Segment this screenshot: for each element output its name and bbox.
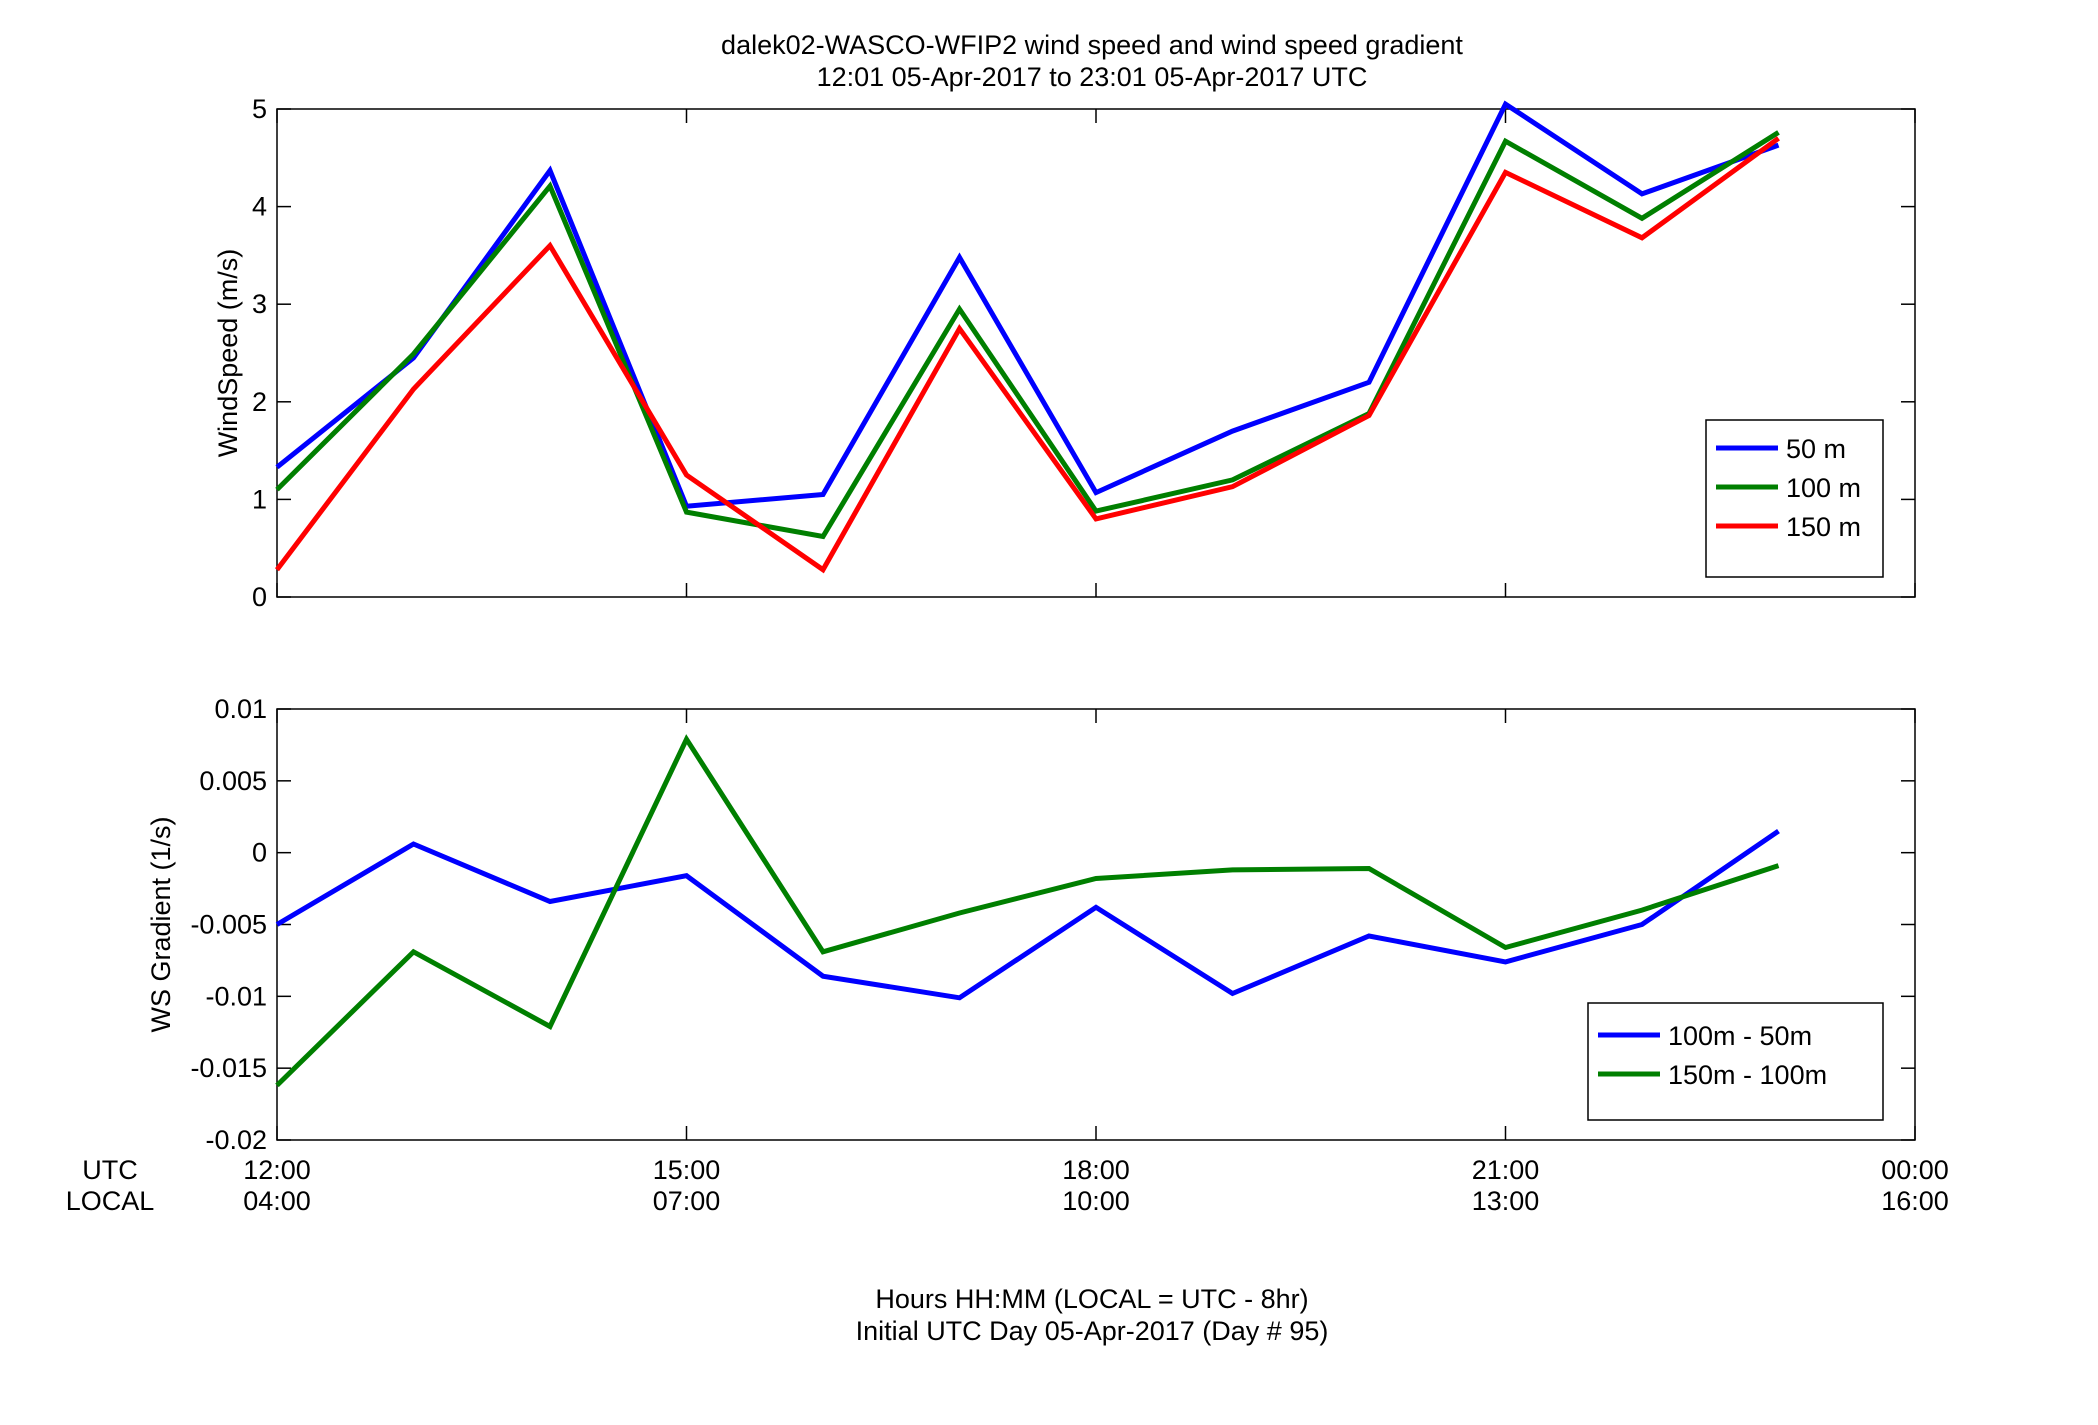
y-tick-label: 0.01 — [214, 694, 267, 724]
y-tick-label: -0.02 — [205, 1125, 267, 1155]
x-tick-label-local: 04:00 — [243, 1186, 311, 1216]
y-tick-label: 0 — [252, 838, 267, 868]
x-axis-label-line2: Initial UTC Day 05-Apr-2017 (Day # 95) — [856, 1316, 1329, 1346]
y-tick-label: 4 — [252, 192, 267, 222]
y-axis-label: WS Gradient (1/s) — [146, 816, 176, 1032]
y-tick-label: 5 — [252, 94, 267, 124]
legend-label: 150 m — [1786, 512, 1861, 542]
x-tick-label-local: 07:00 — [653, 1186, 721, 1216]
x-tick-label-utc: 15:00 — [653, 1155, 721, 1185]
y-tick-label: -0.005 — [190, 910, 267, 940]
y-axis-label: WindSpeed (m/s) — [213, 249, 243, 458]
y-tick-label: 2 — [252, 387, 267, 417]
legend: 100m - 50m 150m - 100m — [1587, 1002, 1884, 1121]
legend-box — [1587, 1002, 1884, 1121]
x-tick-label-utc: 18:00 — [1062, 1155, 1130, 1185]
y-tick-label: 3 — [252, 289, 267, 319]
figure-title-line2: 12:01 05-Apr-2017 to 23:01 05-Apr-2017 U… — [817, 62, 1368, 92]
x-axis-label-line1: Hours HH:MM (LOCAL = UTC - 8hr) — [875, 1284, 1308, 1314]
series-line-2 — [275, 734, 1780, 1088]
x-tick-label-local: 16:00 — [1881, 1186, 1949, 1216]
x-tick-label-local: 10:00 — [1062, 1186, 1130, 1216]
y-tick-label: 0 — [252, 582, 267, 612]
y-tick-label: -0.015 — [190, 1053, 267, 1083]
y-tick-label: -0.01 — [205, 981, 267, 1011]
legend: 50 m 100 m 150 m — [1705, 419, 1884, 578]
windspeed-panel: 0 1 2 3 4 5 WindSpeed (m/s) 50 m 100 m 150 m — [213, 94, 1916, 612]
legend-label: 100m - 50m — [1668, 1021, 1812, 1051]
gradient-panel: -0.02 -0.015 -0.01 -0.005 0 0.005 0.01 WS Gradi… — [146, 694, 1949, 1216]
legend-label: 150m - 100m — [1668, 1060, 1827, 1090]
legend-label: 100 m — [1786, 473, 1861, 503]
y-tick-label: 0.005 — [199, 766, 267, 796]
series-line-1 — [275, 829, 1780, 1001]
utc-row-label: UTC — [82, 1155, 138, 1185]
figure-title-line1: dalek02-WASCO-WFIP2 wind speed and wind … — [721, 30, 1463, 60]
series-line-2 — [275, 130, 1780, 540]
x-tick-label-local: 13:00 — [1472, 1186, 1540, 1216]
y-tick-label: 1 — [252, 484, 267, 514]
x-tick-label-utc: 21:00 — [1472, 1155, 1540, 1185]
x-tick-label-utc: 12:00 — [243, 1155, 311, 1185]
series-line-1 — [275, 100, 1780, 509]
legend-label: 50 m — [1786, 434, 1846, 464]
series-line-3 — [275, 136, 1780, 574]
local-row-label: LOCAL — [66, 1186, 155, 1216]
x-tick-label-utc: 00:00 — [1881, 1155, 1949, 1185]
